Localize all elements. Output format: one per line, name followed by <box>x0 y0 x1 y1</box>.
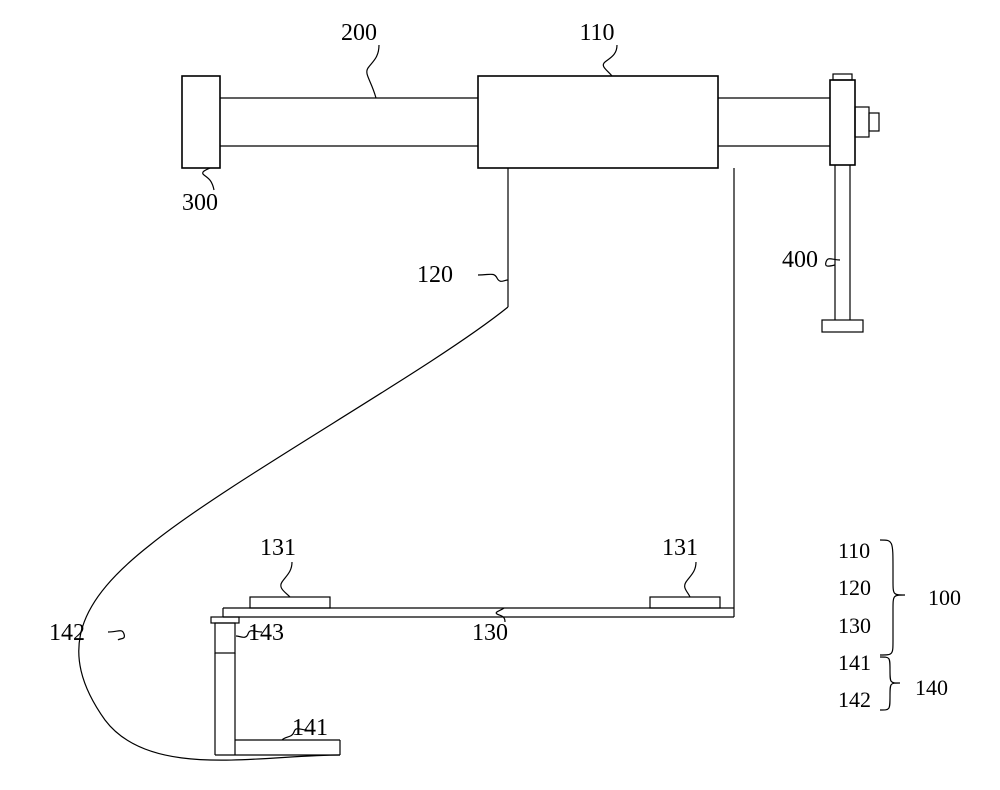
shape-stub_143 <box>215 623 235 653</box>
leader-l400 <box>826 259 840 266</box>
label-mid_131_r: 131 <box>662 535 698 561</box>
shape-block_r <box>830 80 855 165</box>
shape-foot_400 <box>822 320 863 332</box>
leader-l300 <box>203 168 214 190</box>
legend-row-141: 141 <box>838 650 871 675</box>
shape-pad_131_l <box>250 597 330 608</box>
label-mid_143: 143 <box>248 620 284 646</box>
leader-l142 <box>108 631 124 640</box>
shape-plug_r_2 <box>869 113 879 131</box>
legend-brace-140 <box>880 657 900 710</box>
shape-curve_142 <box>79 307 508 760</box>
legend-brace-label-100: 100 <box>928 585 961 610</box>
leader-l120 <box>478 274 508 281</box>
legend-brace-label-140: 140 <box>915 675 948 700</box>
shape-pad_131_r <box>650 597 720 608</box>
label-mid_141: 141 <box>292 715 328 741</box>
label-top_200: 200 <box>341 20 377 46</box>
label-mid_131_l: 131 <box>260 535 296 561</box>
label-mid_120: 120 <box>417 262 453 288</box>
legend-row-120: 120 <box>838 575 871 600</box>
label-right_400: 400 <box>782 247 818 273</box>
label-left_142: 142 <box>49 620 85 646</box>
label-mid_130: 130 <box>472 620 508 646</box>
legend-layer: 110 120 130 141 142 100 140 <box>838 538 961 712</box>
leader-l110 <box>603 45 617 76</box>
legend-row-130: 130 <box>838 613 871 638</box>
shape-cap_r_top <box>833 74 852 80</box>
shapes-layer <box>79 74 879 760</box>
shape-main_block_110 <box>478 76 718 168</box>
label-top_110: 110 <box>579 20 614 46</box>
shape-block_300 <box>182 76 220 168</box>
label-left_300: 300 <box>182 190 218 216</box>
leader-l131r <box>685 562 696 597</box>
leader-l131l <box>281 562 292 597</box>
technical-diagram: 110 200 300 120 400 131 131 130 142 143 141 110 120… <box>0 0 1000 790</box>
shape-stub_143_cap <box>211 617 239 623</box>
shape-plug_r_1 <box>855 107 869 137</box>
labels-layer: 110 200 300 120 400 131 131 130 142 143 141 <box>49 20 818 741</box>
legend-row-110: 110 <box>838 538 870 563</box>
leader-l200 <box>367 45 379 98</box>
legend-brace-100 <box>880 540 905 655</box>
legend-row-142: 142 <box>838 687 871 712</box>
